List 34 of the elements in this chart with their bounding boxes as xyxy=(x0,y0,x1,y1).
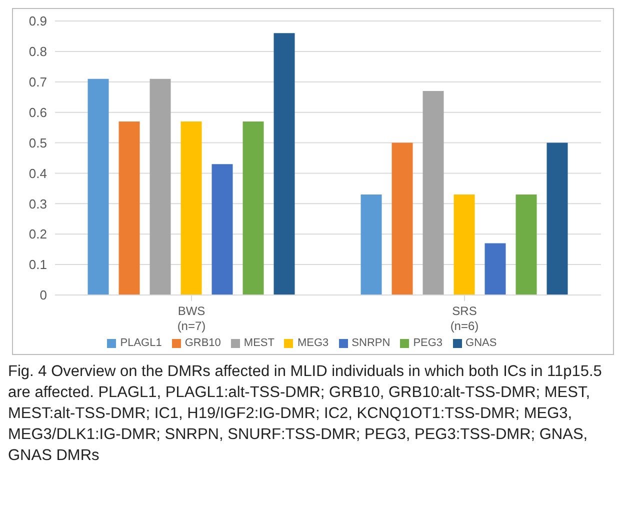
legend-label: MEST xyxy=(244,337,274,349)
legend-label: MEG3 xyxy=(297,337,329,349)
y-tick-label: 0.9 xyxy=(28,14,47,29)
bar xyxy=(150,78,171,295)
bar xyxy=(212,164,233,295)
legend-label: PEG3 xyxy=(413,337,443,349)
bar xyxy=(242,121,264,295)
bar xyxy=(454,194,475,295)
x-tick-label: SRS (n=6) xyxy=(450,304,479,333)
bar xyxy=(274,33,295,295)
y-tick-label: 0.1 xyxy=(28,257,47,272)
y-tick-label: 0.2 xyxy=(28,226,47,242)
legend-label: GRB10 xyxy=(184,337,221,349)
y-tick-label: 0.7 xyxy=(28,74,47,90)
bar xyxy=(422,91,444,295)
bar xyxy=(180,121,202,295)
legend-label: GNAS xyxy=(466,337,497,349)
caption: Fig. 4 Overview on the DMRs affected in MLID individuals in which both ICs in 11p15.5 are affected. PLAGL1, PLAGL1:alt-TSS-DMR; GRB10, GRB10:alt-TSS-DMR; MEST, MEST:alt-TSS-DMR; IC1, H19/IGF2:IG-DMR; IC2, KCNQ1OT1:TSS-DMR; MEG3, MEG3/DLK1:IG-DMR; SNRPN, SNURF:TSS-DMR; PEG3, PEG3:TSS-DMR; GNAS, GNAS DMRs xyxy=(8,362,603,466)
legend-label: SNRPN xyxy=(352,337,390,349)
y-tick-label: 0.6 xyxy=(28,104,47,120)
y-tick-label: 0.4 xyxy=(28,166,47,181)
bar xyxy=(360,194,382,295)
bar xyxy=(392,142,413,295)
legend-label: PLAGL1 xyxy=(120,337,162,349)
x-tick-label: BWS (n=7) xyxy=(177,304,206,333)
y-tick-label: 0.8 xyxy=(28,44,47,60)
bar xyxy=(516,194,537,295)
y-tick-label: 0.3 xyxy=(28,196,47,212)
bar xyxy=(484,243,506,295)
y-tick-label: 0.5 xyxy=(28,135,47,150)
bar xyxy=(546,142,568,295)
bar xyxy=(88,78,109,295)
bar xyxy=(118,121,140,295)
y-tick-label: 0 xyxy=(40,288,47,303)
